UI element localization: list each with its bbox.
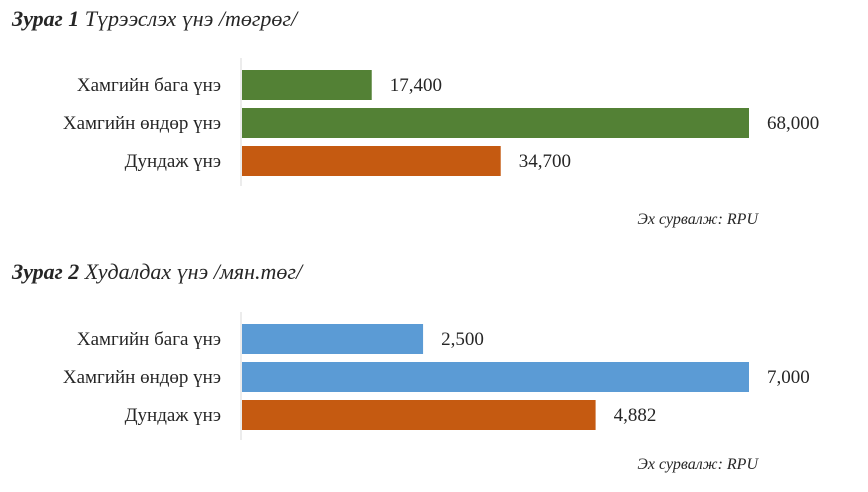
chart2-category-label-1: Хамгийн өндөр үнэ	[63, 367, 221, 388]
chart1-plot: Хамгийн бага үнэ 17,400 Хамгийн өндөр үнэ 6…	[63, 58, 819, 186]
chart1-value-label-1: 68,000	[767, 113, 819, 134]
chart1-figure-label: Зураг 1	[12, 6, 80, 31]
chart1-category-label-2: Дундаж үнэ	[125, 151, 221, 172]
chart2-category-label-2: Дундаж үнэ	[125, 405, 221, 426]
chart1-bar-0	[242, 70, 372, 100]
chart2-value-label-0: 2,500	[441, 329, 484, 350]
chart1-bar-1	[242, 108, 749, 138]
chart1-value-label-2: 34,700	[519, 151, 571, 172]
chart2-bar-1	[242, 362, 749, 392]
chart1-title: Зураг 1 Түрээслэх үнэ /төгрөг/	[12, 6, 297, 32]
chart2-source: Эх сурвалж: RPU	[637, 456, 758, 473]
chart2-title-text: Худалдах үнэ /мян.төг/	[84, 259, 303, 284]
chart2-category-label-0: Хамгийн бага үнэ	[77, 329, 221, 350]
chart1-bar-2	[242, 146, 501, 176]
chart2-title: Зураг 2 Худалдах үнэ /мян.төг/	[12, 259, 302, 285]
chart2-value-label-1: 7,000	[767, 367, 810, 388]
chart1-source: Эх сурвалж: RPU	[637, 211, 758, 228]
chart1-value-label-0: 17,400	[390, 75, 442, 96]
chart2-bar-0	[242, 324, 424, 354]
chart2-value-label-2: 4,882	[614, 405, 657, 426]
chart2-bar-2	[242, 400, 596, 430]
chart2-plot: Хамгийн бага үнэ 2,500 Хамгийн өндөр үнэ 7,…	[63, 312, 810, 440]
chart1-category-label-0: Хамгийн бага үнэ	[77, 75, 221, 96]
chart1-category-label-1: Хамгийн өндөр үнэ	[63, 113, 221, 134]
chart2-figure-label: Зураг 2	[12, 259, 80, 284]
chart1-title-text: Түрээслэх үнэ /төгрөг/	[84, 6, 298, 31]
